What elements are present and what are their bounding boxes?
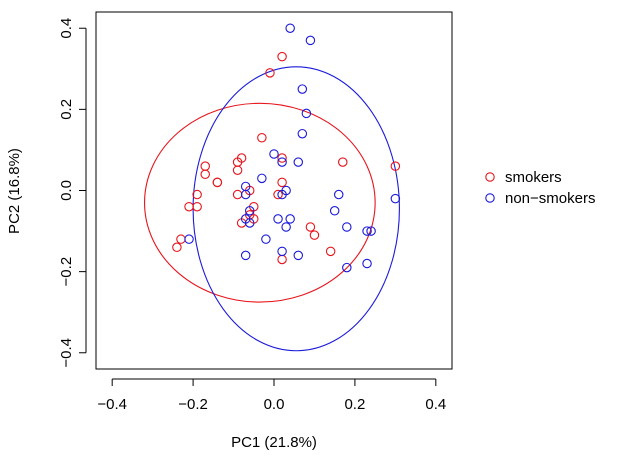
smoker-point — [277, 254, 287, 265]
non-smoker-point — [333, 189, 344, 200]
y-tick-label: 0.2 — [58, 99, 75, 120]
smoker-point — [212, 177, 223, 188]
y-tick-label: −0.4 — [58, 338, 75, 368]
legend: smokers non−smokers — [485, 169, 595, 207]
smoker-point — [277, 153, 287, 163]
non-smoker-point — [281, 222, 291, 232]
non-smoker-point — [297, 128, 308, 139]
legend-marker — [485, 172, 495, 182]
legend-label: non−smokers — [505, 190, 595, 207]
smoker-point — [172, 242, 182, 253]
smoker-point — [265, 68, 275, 78]
non-smoker-point — [184, 234, 194, 244]
non-smoker-point — [342, 222, 352, 232]
smoker-point — [232, 189, 243, 200]
non-smoker-point — [293, 250, 304, 261]
smoker-point — [232, 165, 243, 175]
smoker-point — [184, 201, 194, 212]
x-axis-label: PC1 (21.8%) — [231, 434, 317, 451]
non-smoker-point — [297, 84, 308, 94]
non-smoker-point — [240, 250, 251, 261]
x-tick-label: 0.2 — [344, 396, 365, 413]
x-tick-label: −0.2 — [178, 396, 208, 413]
non-smoker-point — [273, 214, 283, 224]
smoker-point — [305, 222, 316, 232]
ellipses-group — [143, 66, 400, 352]
y-tick-label: −0.2 — [58, 257, 75, 287]
legend-marker — [485, 193, 495, 203]
y-tick-label: 0.0 — [58, 180, 75, 201]
non-smoker-point — [362, 226, 372, 236]
smoker-point — [192, 189, 202, 200]
smoker-point — [200, 161, 210, 171]
non-smoker-point — [366, 226, 376, 236]
y-axis-label: PC2 (16.8%) — [6, 148, 23, 234]
smoker-point — [176, 234, 186, 244]
smoker-point — [192, 201, 202, 212]
non-smoker-point — [277, 157, 287, 167]
confidence-ellipse-smokers — [143, 102, 376, 303]
plot-frame — [95, 11, 453, 370]
smoker-point — [277, 51, 287, 62]
points-group — [172, 23, 401, 273]
non-smoker-point — [240, 189, 251, 200]
smoker-point — [277, 177, 287, 188]
y-tick-label: 0.4 — [58, 18, 75, 39]
non-smoker-point — [362, 258, 372, 269]
smoker-point — [309, 230, 320, 240]
non-smoker-point — [277, 246, 287, 257]
non-smoker-point — [261, 234, 271, 244]
non-smoker-point — [285, 23, 295, 33]
x-axis: −0.4 −0.2 0.0 0.2 0.4 — [97, 378, 446, 413]
non-smoker-point — [342, 262, 352, 273]
x-tick-label: 0.4 — [425, 396, 446, 413]
non-smoker-point — [329, 206, 340, 216]
smoker-point — [325, 246, 336, 257]
non-smoker-point — [244, 218, 255, 228]
smoker-point — [273, 189, 283, 200]
non-smoker-point — [390, 193, 401, 204]
non-smoker-point — [293, 157, 304, 167]
non-smoker-point — [244, 206, 255, 216]
smoker-point — [200, 169, 210, 180]
non-smoker-point — [305, 35, 316, 46]
confidence-ellipse-non-smokers — [192, 66, 400, 352]
y-axis: −0.4 −0.2 0.0 0.2 0.4 — [58, 18, 87, 368]
smoker-point — [257, 133, 267, 143]
x-tick-label: 0.0 — [264, 396, 285, 413]
smoker-point — [390, 161, 401, 171]
x-tick-label: −0.4 — [97, 396, 127, 413]
smoker-point — [338, 157, 348, 167]
non-smoker-point — [285, 214, 295, 224]
legend-label: smokers — [505, 169, 562, 186]
non-smoker-point — [301, 108, 312, 119]
non-smoker-point — [269, 149, 279, 159]
non-smoker-point — [277, 189, 287, 200]
non-smoker-point — [257, 173, 267, 184]
